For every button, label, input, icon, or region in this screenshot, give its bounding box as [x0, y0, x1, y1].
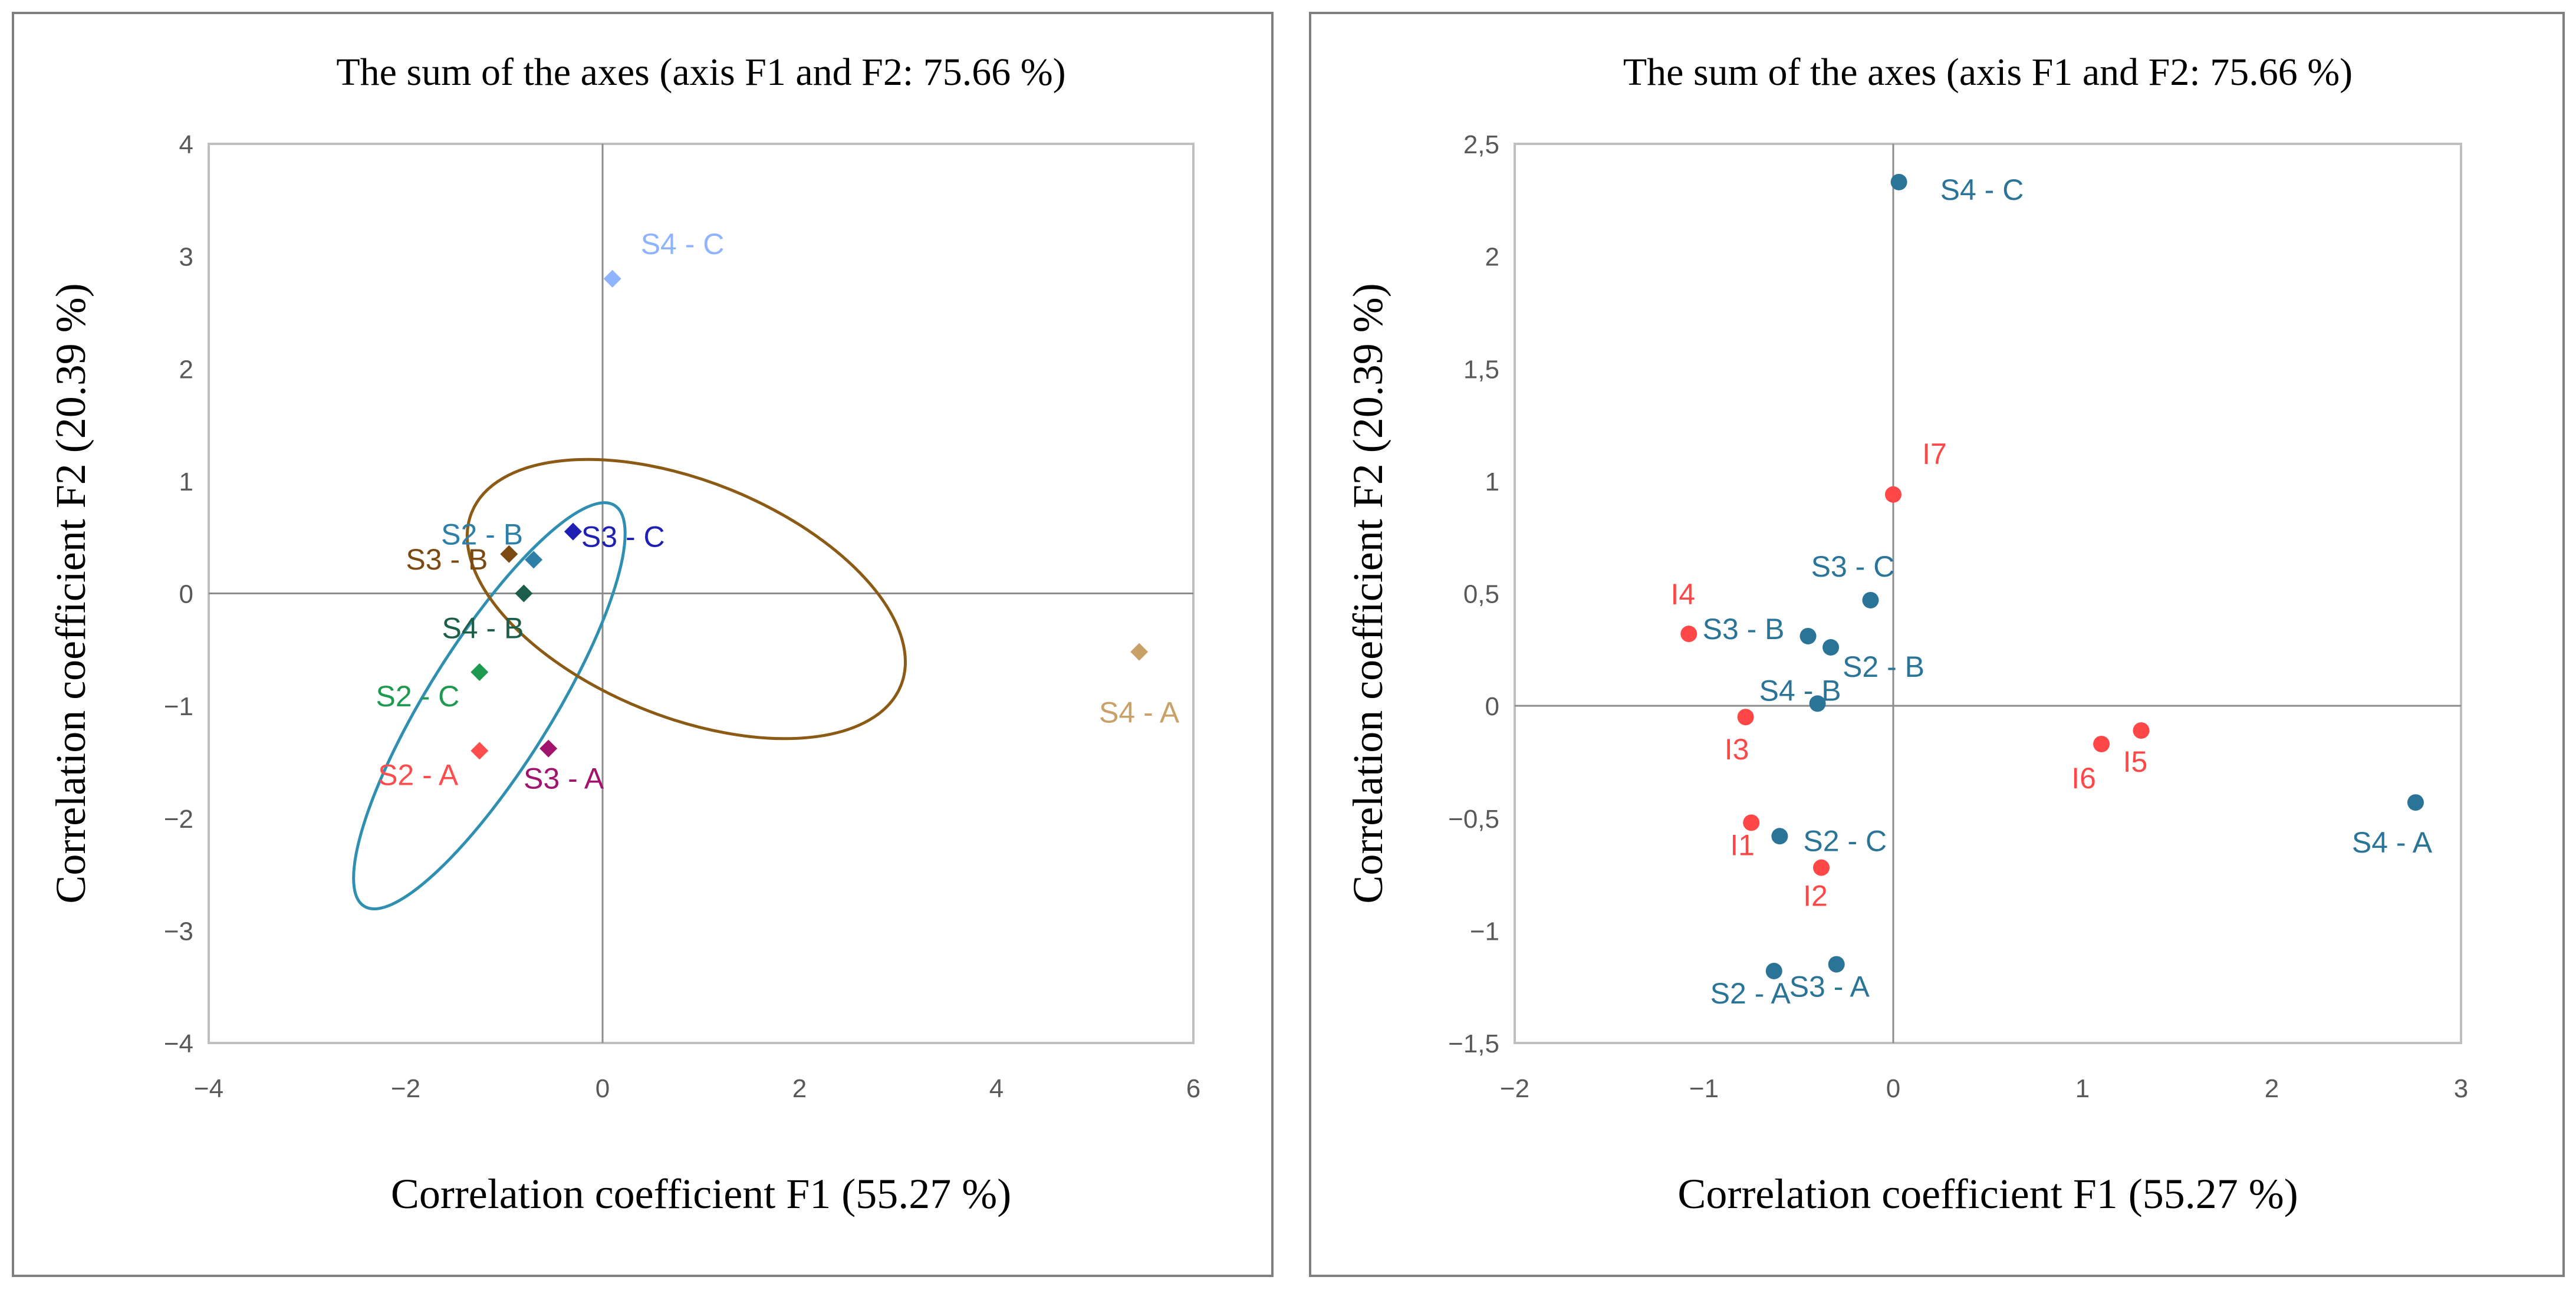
point-label-s3-c: S3 - C	[1811, 550, 1895, 583]
y-axis-label: Correlation coefficient F2 (20.39 %)	[47, 283, 94, 903]
point-label-i7: I7	[1922, 437, 1947, 470]
point-s3-c	[564, 522, 582, 541]
point-label-s2-a: S2 - A	[1710, 977, 1791, 1010]
point-s4-c	[603, 269, 621, 288]
left-scatter-chart: The sum of the axes (axis F1 and F2: 75.…	[47, 51, 1200, 1217]
right-chart-panel: The sum of the axes (axis F1 and F2: 75.…	[1309, 12, 2565, 1277]
point-s2-b	[1822, 639, 1840, 656]
y-axis-label: Correlation coefficient F2 (20.39 %)	[1344, 283, 1391, 903]
chart-title: The sum of the axes (axis F1 and F2: 75.…	[1623, 51, 2353, 94]
y-tick-label: 0,5	[1463, 580, 1499, 609]
y-tick-label: 2,5	[1463, 130, 1499, 159]
point-label-s4-c: S4 - C	[641, 228, 725, 261]
x-tick-label: 0	[596, 1074, 610, 1103]
y-tick-label: −4	[164, 1029, 193, 1058]
y-tick-label: −2	[164, 805, 193, 834]
y-tick-label: 2	[1485, 243, 1499, 272]
point-s4-a	[1130, 643, 1149, 661]
point-s3-c	[1862, 591, 1879, 608]
point-s4-b	[1809, 695, 1826, 712]
x-tick-label: −1	[1689, 1074, 1719, 1103]
y-tick-label: 2	[179, 355, 193, 384]
point-s2-a	[471, 742, 489, 760]
point-s2-c	[471, 663, 489, 681]
point-s3-b	[1799, 627, 1817, 644]
point-label-s4-b: S4 - B	[442, 612, 524, 645]
y-tick-label: 1	[179, 468, 193, 496]
x-tick-label: 2	[792, 1074, 807, 1103]
point-i7	[1885, 486, 1901, 503]
x-tick-label: 1	[2075, 1074, 2090, 1103]
right-scatter-chart: The sum of the axes (axis F1 and F2: 75.…	[1344, 51, 2468, 1217]
point-label-s4-a: S4 - A	[1099, 696, 1180, 729]
confidence-ellipse	[465, 458, 907, 741]
confidence-ellipse	[352, 501, 627, 911]
x-tick-label: 0	[1886, 1074, 1900, 1103]
plot-area-border	[1514, 143, 2462, 1044]
point-label-s2-b: S2 - B	[1843, 650, 1924, 683]
x-tick-label: −2	[1500, 1074, 1529, 1103]
point-label-s3-a: S3 - A	[1789, 970, 1870, 1003]
point-label-s3-b: S3 - B	[1703, 613, 1785, 646]
point-label-s2-c: S2 - C	[1803, 824, 1887, 857]
x-tick-label: 3	[2454, 1074, 2468, 1103]
point-label-s3-c: S3 - C	[581, 521, 665, 554]
y-tick-label: 0	[179, 580, 193, 609]
point-s3-a	[539, 739, 558, 758]
y-tick-label: −1	[164, 692, 193, 721]
point-s3-b	[500, 545, 518, 563]
point-label-s4-c: S4 - C	[1940, 173, 2024, 206]
point-label-i4: I4	[1670, 578, 1695, 611]
point-label-i6: I6	[2071, 762, 2096, 795]
point-label-s2-a: S2 - A	[378, 758, 459, 791]
point-label-s4-a: S4 - A	[2352, 826, 2433, 859]
point-i5	[2133, 722, 2150, 739]
point-s4-c	[1890, 173, 1907, 190]
point-s4-b	[515, 584, 533, 603]
point-i2	[1813, 859, 1830, 876]
point-label-s2-b: S2 - B	[441, 518, 523, 551]
y-tick-label: 4	[179, 130, 193, 159]
point-label-i2: I2	[1803, 880, 1828, 913]
left-chart-panel: The sum of the axes (axis F1 and F2: 75.…	[12, 12, 1274, 1277]
point-s3-a	[1828, 956, 1845, 973]
y-tick-label: −1,5	[1448, 1029, 1499, 1058]
point-label-s4-b: S4 - B	[1759, 674, 1841, 707]
point-s2-b	[525, 551, 543, 569]
point-s4-a	[2407, 794, 2424, 811]
point-label-s2-c: S2 - C	[376, 680, 460, 713]
x-tick-label: −4	[194, 1074, 223, 1103]
point-s2-c	[1771, 828, 1788, 845]
x-tick-label: −2	[391, 1074, 420, 1103]
point-i1	[1743, 814, 1760, 831]
y-tick-label: −3	[164, 917, 193, 946]
x-tick-label: 4	[989, 1074, 1004, 1103]
x-tick-label: 6	[1186, 1074, 1200, 1103]
point-label-s3-b: S3 - B	[406, 543, 488, 576]
y-tick-label: −1	[1470, 917, 1499, 946]
y-tick-label: 1	[1485, 468, 1499, 496]
y-tick-label: 3	[179, 243, 193, 272]
y-tick-label: 1,5	[1463, 355, 1499, 384]
point-label-s3-a: S3 - A	[524, 762, 604, 795]
x-tick-label: 2	[2265, 1074, 2279, 1103]
x-axis-label: Correlation coefficient F1 (55.27 %)	[391, 1170, 1011, 1217]
point-s2-a	[1765, 963, 1782, 979]
point-label-i3: I3	[1725, 733, 1749, 766]
point-i3	[1737, 709, 1754, 726]
point-label-i5: I5	[2123, 745, 2148, 778]
chart-title: The sum of the axes (axis F1 and F2: 75.…	[336, 51, 1065, 94]
point-i6	[2093, 735, 2110, 752]
point-label-i1: I1	[1730, 828, 1755, 861]
point-i4	[1680, 626, 1697, 643]
y-tick-label: 0	[1485, 692, 1499, 721]
y-tick-label: −0,5	[1448, 805, 1499, 834]
x-axis-label: Correlation coefficient F1 (55.27 %)	[1677, 1170, 2298, 1217]
